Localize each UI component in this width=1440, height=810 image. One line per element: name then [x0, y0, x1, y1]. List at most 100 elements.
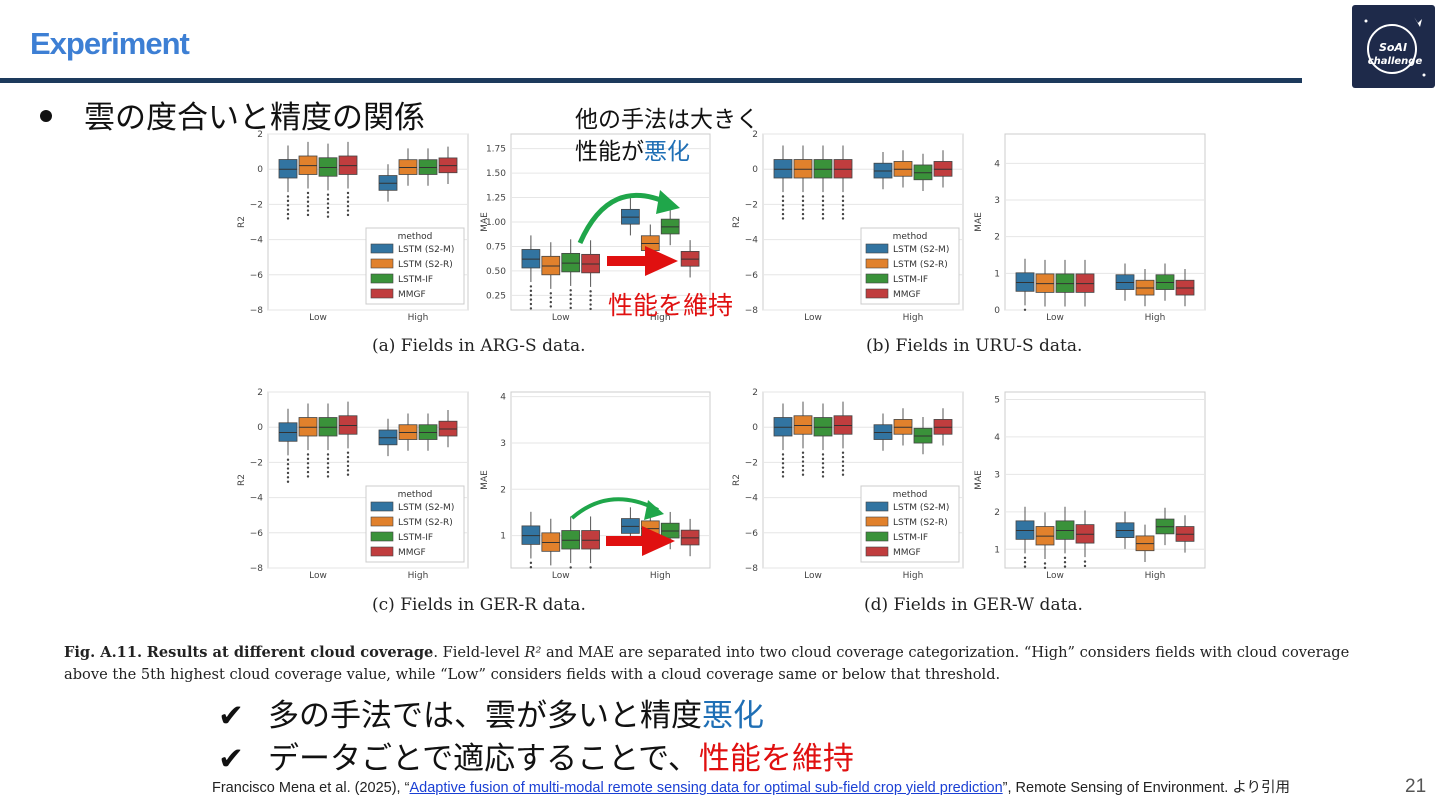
panel-c-right: 4 3 2 1 MAE Low High	[480, 391, 711, 581]
outlier-point	[549, 300, 552, 304]
outlier-point	[1063, 561, 1067, 564]
y-tick-label: 0	[257, 165, 263, 175]
outlier-point	[801, 204, 805, 207]
y-tick-label: 2	[257, 130, 263, 140]
worse-highlight: 悪化	[644, 139, 690, 165]
title-divider	[0, 78, 1302, 83]
page-number: 21	[1405, 776, 1427, 797]
outlier-point	[841, 217, 845, 220]
bullet-point: 雲の度合いと精度の関係	[40, 92, 425, 137]
citation-suffix: ”, Remote Sensing of Environment. より引用	[1002, 780, 1291, 796]
outlier-point	[286, 471, 290, 475]
legend-swatch	[865, 546, 889, 557]
outlier-point	[286, 217, 290, 220]
outlier-point	[346, 464, 350, 468]
y-tick-label: 1	[994, 545, 1000, 555]
outlier-point	[346, 469, 350, 472]
outlier-point	[326, 211, 330, 214]
outlier-point	[306, 475, 310, 478]
y-axis-label: MAE	[974, 470, 984, 490]
y-tick-label: 1	[994, 269, 1000, 279]
outlier-point	[346, 473, 350, 476]
outlier-point	[529, 285, 533, 288]
x-tick-label: Low	[804, 313, 822, 323]
y-tick-label: −2	[250, 458, 263, 468]
outlier-point	[306, 466, 310, 469]
outlier-point	[801, 208, 805, 211]
outlier-point	[569, 289, 572, 292]
y-tick-label: 0	[994, 306, 1000, 316]
outlier-point	[549, 292, 552, 295]
x-tick-label: High	[650, 571, 671, 581]
y-tick-label: −8	[745, 306, 759, 316]
outlier-point	[781, 470, 785, 474]
y-tick-label: 4	[500, 393, 506, 403]
legend-entry: LSTM-IF	[893, 275, 928, 285]
red-arrowhead-2	[642, 526, 675, 556]
outlier-point	[589, 294, 592, 297]
outlier-point	[569, 297, 572, 301]
figure-caption-text2: and MAE are separated into two cloud cov…	[64, 644, 1350, 683]
panel-d-left: 2 0 −2 −4 −6 −8 R2 Low High method LSTM (S2-M) LSTM…	[732, 388, 964, 581]
outlier-point	[801, 195, 805, 198]
y-tick-label: −6	[250, 529, 264, 539]
y-tick-label: 1.75	[486, 145, 506, 155]
legend-swatch	[865, 243, 889, 254]
svg-text:SoAI: SoAI	[1379, 41, 1407, 54]
outlier-point	[326, 197, 330, 201]
outlier-point	[841, 199, 845, 203]
outlier-point	[286, 195, 290, 198]
outlier-point	[306, 453, 310, 456]
x-tick-label: High	[1145, 571, 1166, 581]
outlier-point	[801, 473, 805, 476]
outlier-point	[1023, 308, 1027, 311]
worse-note-line2: 性能が	[575, 139, 644, 165]
outlier-point	[286, 476, 290, 479]
outlier-point	[529, 307, 533, 310]
figure-caption-title: Results at different cloud coverage	[146, 644, 434, 661]
outlier-point	[549, 296, 552, 299]
outlier-point	[1083, 560, 1087, 563]
x-tick-label: High	[903, 313, 924, 323]
legend-swatch	[865, 516, 889, 527]
outlier-point	[529, 294, 533, 297]
worse-note: 他の手法は大きく 性能が悪化	[575, 104, 759, 168]
x-tick-label: High	[408, 571, 429, 581]
outlier-point	[821, 212, 825, 216]
check-item-2: ✔ データごとで適応することで、性能を維持	[218, 733, 854, 778]
outlier-point	[569, 566, 572, 569]
outlier-point	[306, 462, 310, 465]
y-axis-label: MAE	[480, 212, 490, 232]
outlier-point	[821, 462, 825, 465]
outlier-point	[841, 464, 845, 468]
red-arrow-shaft	[607, 256, 647, 266]
outlier-point	[286, 204, 290, 207]
y-tick-label: 5	[994, 395, 1000, 405]
y-tick-label: 4	[994, 159, 1000, 169]
outlier-point	[306, 470, 310, 474]
legend-swatch	[370, 531, 394, 542]
outlier-point	[841, 460, 845, 463]
x-tick-label: Low	[552, 313, 570, 323]
outlier-point	[326, 475, 330, 478]
y-tick-label: 1.00	[486, 218, 506, 228]
outlier-point	[529, 298, 533, 301]
y-tick-label: 2	[500, 485, 506, 495]
subcaption-a: (a) Fields in ARG-S data.	[372, 336, 586, 356]
outlier-point	[841, 451, 845, 454]
legend-swatch	[370, 273, 394, 284]
y-tick-label: −2	[745, 458, 758, 468]
outlier-point	[346, 460, 350, 463]
outlier-point	[801, 464, 805, 468]
x-tick-label: High	[903, 571, 924, 581]
x-tick-label: High	[650, 313, 671, 323]
outlier-point	[781, 466, 785, 469]
y-tick-label: 0	[257, 423, 263, 433]
outlier-point	[821, 453, 825, 456]
outlier-point	[841, 212, 845, 216]
citation-link[interactable]: Adaptive fusion of multi-modal remote se…	[409, 780, 1003, 796]
outlier-point	[801, 199, 805, 203]
outlier-point	[306, 204, 310, 208]
outlier-point	[346, 200, 350, 203]
outlier-point	[821, 204, 825, 207]
